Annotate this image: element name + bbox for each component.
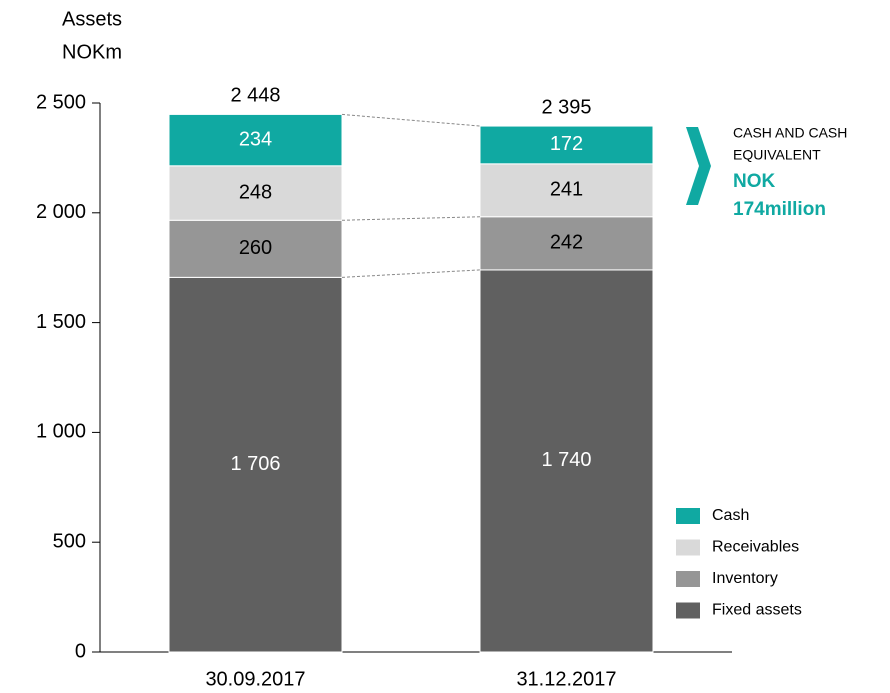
x-tick-label: 31.12.2017 bbox=[516, 668, 616, 690]
y-tick-label: 1 500 bbox=[36, 311, 86, 333]
y-tick-label: 0 bbox=[75, 640, 86, 662]
y-tick-label: 1 000 bbox=[36, 421, 86, 443]
legend-swatch bbox=[676, 539, 700, 556]
connector bbox=[341, 269, 481, 278]
y-tick-label: 2 500 bbox=[36, 91, 86, 113]
value-label: 234 bbox=[239, 128, 272, 150]
annotation-text: EQUIVALENT bbox=[733, 147, 821, 163]
value-label: 172 bbox=[550, 133, 583, 155]
connector bbox=[341, 113, 481, 127]
connector bbox=[341, 216, 481, 221]
value-label: 248 bbox=[239, 181, 272, 203]
bar-segment bbox=[168, 113, 343, 167]
y-axis-label: NOKm bbox=[62, 41, 122, 63]
legend-label: Inventory bbox=[712, 570, 778, 587]
value-label: 1 740 bbox=[541, 449, 591, 471]
value-label: 260 bbox=[239, 237, 272, 259]
value-label: 1 706 bbox=[230, 453, 280, 475]
legend-swatch bbox=[676, 508, 700, 524]
legend-swatch bbox=[676, 602, 700, 619]
total-label: 2 448 bbox=[230, 85, 280, 107]
bar-segment bbox=[479, 125, 654, 165]
legend-label: Fixed assets bbox=[712, 602, 802, 619]
y-axis-label: Assets bbox=[62, 8, 122, 30]
legend-label: Cash bbox=[712, 507, 749, 524]
bar-segment bbox=[168, 276, 343, 653]
bar-segment bbox=[479, 269, 654, 653]
legend-swatch bbox=[676, 571, 700, 587]
bar-segment bbox=[168, 165, 343, 221]
annotation-text: CASH AND CASH bbox=[733, 125, 847, 141]
annotation-highlight: NOK bbox=[733, 171, 776, 192]
annotation-highlight: 174million bbox=[733, 199, 826, 220]
chevron bbox=[686, 127, 711, 205]
value-label: 241 bbox=[550, 179, 583, 201]
x-tick-label: 30.09.2017 bbox=[205, 668, 305, 690]
total-label: 2 395 bbox=[541, 96, 591, 118]
value-label: 242 bbox=[550, 232, 583, 254]
bar-segment bbox=[168, 219, 343, 278]
y-tick-label: 500 bbox=[53, 530, 86, 552]
y-tick-label: 2 000 bbox=[36, 201, 86, 223]
legend-label: Receivables bbox=[712, 539, 799, 556]
